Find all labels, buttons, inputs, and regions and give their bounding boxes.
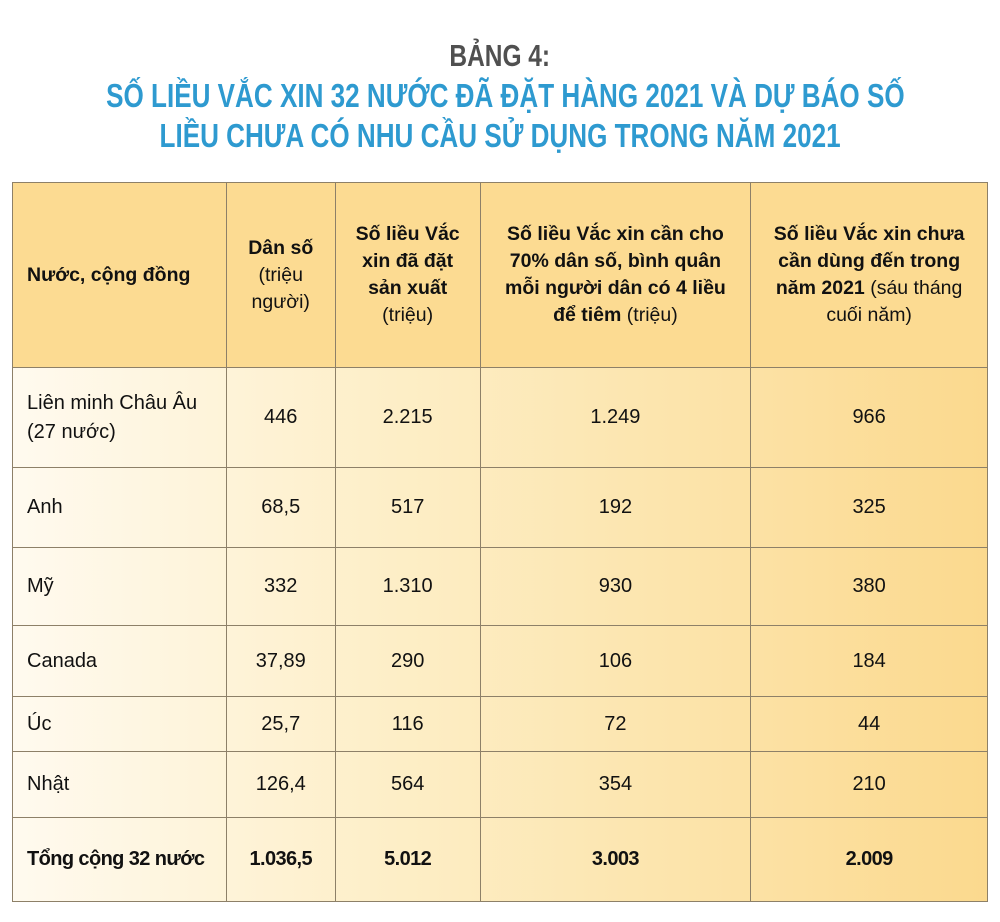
cell-country: Canada <box>12 625 227 697</box>
cell-population: 1.036,5 <box>225 817 336 902</box>
total-row: Tổng cộng 32 nước 1.036,5 5.012 3.003 2.009 <box>12 817 988 902</box>
cell-doses-ordered: 1.310 <box>334 547 481 626</box>
cell-doses-surplus: 325 <box>750 467 988 548</box>
cell-population: 332 <box>225 547 336 626</box>
cell-doses-needed: 72 <box>479 696 752 752</box>
cell-doses-ordered: 517 <box>334 467 481 548</box>
header-doses-ordered: Số liều Vắc xin đã đặt sản xuất (triệu) <box>334 182 481 368</box>
cell-country: Anh <box>12 467 227 548</box>
cell-population: 25,7 <box>225 696 336 752</box>
table-row: Mỹ 332 1.310 930 380 <box>12 547 988 626</box>
vaccine-table: Nước, cộng đồng Dân số (triệu người) Số l… <box>12 182 988 902</box>
cell-doses-ordered: 564 <box>334 751 481 818</box>
cell-doses-surplus: 966 <box>750 367 988 468</box>
table-row: Úc 25,7 116 72 44 <box>12 696 988 752</box>
cell-country: Tổng cộng 32 nước <box>12 817 227 902</box>
cell-doses-needed: 3.003 <box>479 817 752 902</box>
cell-doses-needed: 1.249 <box>479 367 752 468</box>
cell-country: Mỹ <box>12 547 227 626</box>
cell-doses-surplus: 380 <box>750 547 988 626</box>
title-line-2: LIỀU CHƯA CÓ NHU CẦU SỬ DỤNG TRONG NĂM 2… <box>159 117 841 154</box>
header-population: Dân số (triệu người) <box>225 182 336 368</box>
cell-population: 126,4 <box>225 751 336 818</box>
cell-doses-needed: 192 <box>479 467 752 548</box>
table-row: Canada 37,89 290 106 184 <box>12 625 988 697</box>
cell-doses-surplus: 184 <box>750 625 988 697</box>
header-row: Nước, cộng đồng Dân số (triệu người) Số l… <box>12 182 988 368</box>
cell-doses-surplus: 210 <box>750 751 988 818</box>
cell-country: Liên minh Châu Âu (27 nước) <box>12 367 227 468</box>
table-row: Liên minh Châu Âu (27 nước) 446 2.215 1.249… <box>12 367 988 468</box>
cell-doses-needed: 354 <box>479 751 752 818</box>
cell-doses-needed: 930 <box>479 547 752 626</box>
cell-doses-ordered: 116 <box>334 696 481 752</box>
header-doses-surplus: Số liều Vắc xin chưa cần dùng đến trong … <box>750 182 988 368</box>
cell-doses-surplus: 44 <box>750 696 988 752</box>
cell-population: 446 <box>225 367 336 468</box>
header-country: Nước, cộng đồng <box>12 182 227 368</box>
title-block: BẢNG 4: SỐ LIỀU VẮC XIN 32 NƯỚC ĐÃ ĐẶT H… <box>0 36 1000 156</box>
cell-country: Úc <box>12 696 227 752</box>
header-doses-needed: Số liều Vắc xin cần cho 70% dân số, bình… <box>479 182 752 368</box>
cell-population: 37,89 <box>225 625 336 697</box>
table-row: Nhật 126,4 564 354 210 <box>12 751 988 818</box>
cell-doses-needed: 106 <box>479 625 752 697</box>
cell-country: Nhật <box>12 751 227 818</box>
cell-doses-surplus: 2.009 <box>750 817 988 902</box>
cell-doses-ordered: 5.012 <box>334 817 481 902</box>
cell-population: 68,5 <box>225 467 336 548</box>
table-label: BẢNG 4: <box>449 38 551 73</box>
cell-doses-ordered: 290 <box>334 625 481 697</box>
title-line-1: SỐ LIỀU VẮC XIN 32 NƯỚC ĐÃ ĐẶT HÀNG 2021… <box>106 77 905 114</box>
table-row: Anh 68,5 517 192 325 <box>12 467 988 548</box>
cell-doses-ordered: 2.215 <box>334 367 481 468</box>
